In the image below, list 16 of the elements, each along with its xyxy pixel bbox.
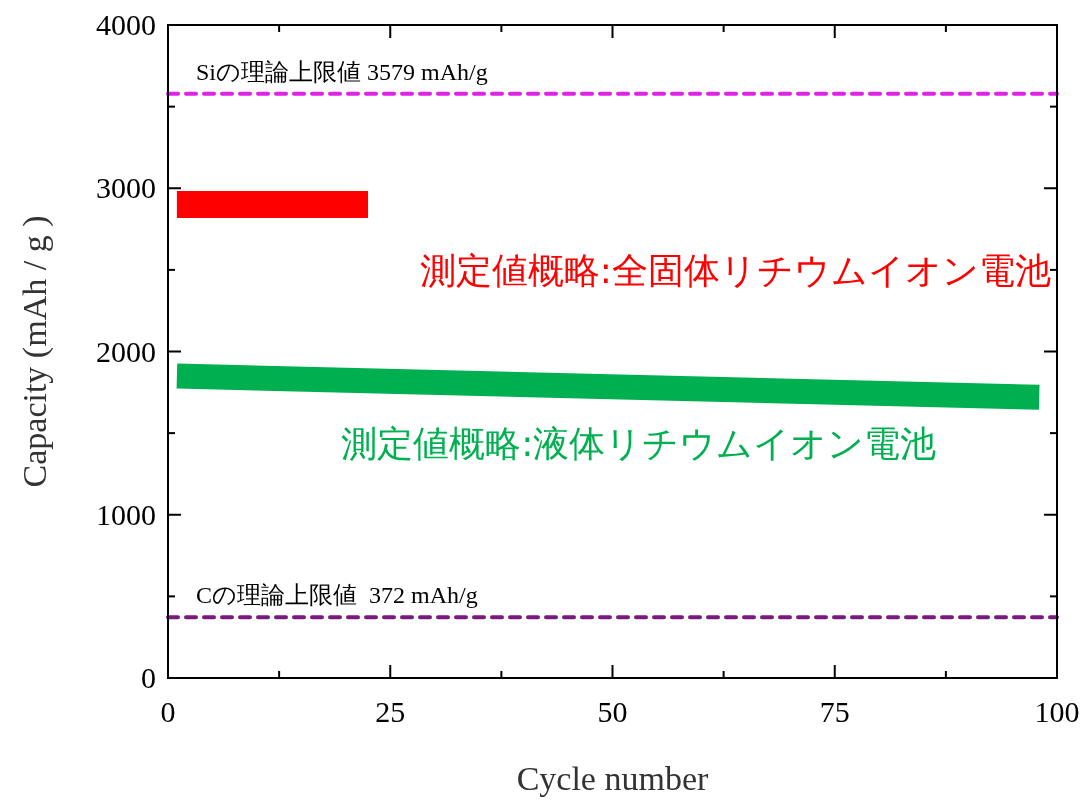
ref-line-label: Cの理論上限値 372 mAh/g xyxy=(196,582,478,609)
y-tick-label: 3000 xyxy=(96,171,156,205)
y-tick-label: 0 xyxy=(141,661,156,694)
y-tick-label: 1000 xyxy=(96,497,156,531)
x-tick-label: 0 xyxy=(160,695,176,728)
y-tick-label: 4000 xyxy=(96,8,156,41)
x-tick-label: 25 xyxy=(375,695,406,728)
x-tick-label: 50 xyxy=(597,695,628,728)
x-axis-title: Cycle number xyxy=(516,760,710,797)
x-tick-label: 100 xyxy=(1034,695,1080,728)
series-label: 測定値概略:全固体リチウムイオン電池 xyxy=(419,249,1051,291)
y-axis-title: Capacity (mAh / g ) xyxy=(16,215,54,488)
ref-line-label: Siの理論上限値 3579 mAh/g xyxy=(196,58,488,85)
y-tick-label: 2000 xyxy=(96,334,156,368)
x-tick-label: 75 xyxy=(819,695,850,728)
series-label: 測定値概略:液体リチウムイオン電池 xyxy=(341,422,937,464)
